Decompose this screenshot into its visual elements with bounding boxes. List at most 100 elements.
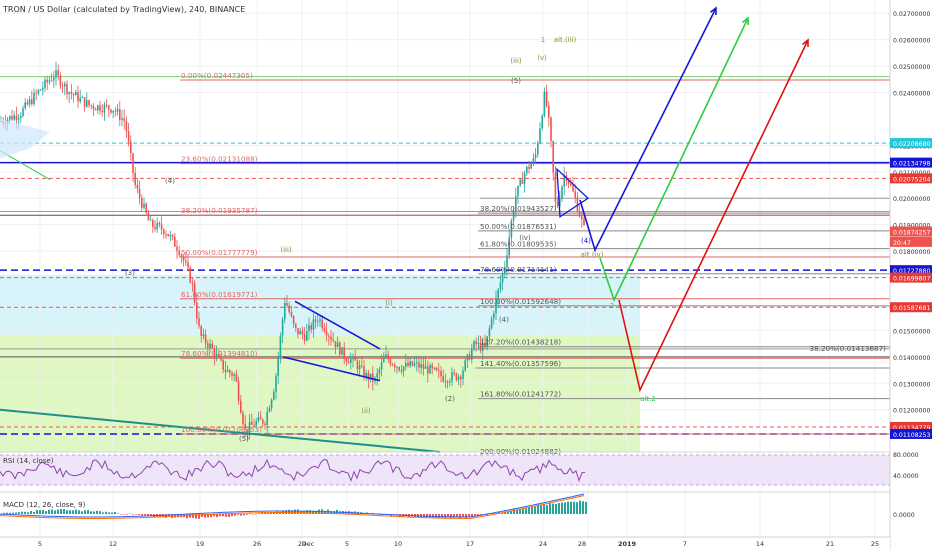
macd-bar bbox=[543, 504, 545, 514]
macd-bar bbox=[129, 513, 131, 514]
time-tick-label: 10 bbox=[394, 540, 402, 548]
candle-body bbox=[160, 224, 163, 230]
candle-body bbox=[515, 196, 517, 211]
macd-bar bbox=[540, 504, 542, 514]
candle-body bbox=[462, 370, 464, 379]
candle-body bbox=[416, 362, 418, 364]
candle-body bbox=[119, 109, 121, 120]
candle-body bbox=[42, 87, 44, 90]
candle-body bbox=[336, 342, 339, 348]
wave-label: (2) bbox=[445, 395, 455, 403]
candle-body bbox=[187, 262, 189, 268]
candle-body bbox=[570, 183, 572, 186]
candle-body bbox=[376, 373, 378, 378]
candle-body bbox=[39, 89, 42, 91]
price-flag bbox=[890, 138, 932, 149]
macd-bar bbox=[150, 514, 152, 516]
macd-bar bbox=[243, 514, 245, 516]
candle-body bbox=[64, 83, 66, 87]
candle-body bbox=[37, 90, 40, 94]
candle-body bbox=[479, 342, 482, 351]
wave-label: alt.(iv) bbox=[581, 251, 604, 259]
macd-bar bbox=[333, 511, 335, 514]
candle-body bbox=[295, 323, 297, 329]
candle-body bbox=[20, 115, 22, 119]
candle-body bbox=[493, 313, 495, 319]
macd-bar bbox=[444, 514, 446, 519]
time-tick-label: 26 bbox=[253, 540, 261, 548]
candle-body bbox=[171, 235, 174, 237]
candle-body bbox=[466, 354, 469, 361]
time-tick-label: 19 bbox=[196, 540, 204, 548]
fib-right-label: 200.00%(0.01024882) bbox=[480, 447, 561, 456]
candle-body bbox=[413, 363, 416, 366]
candle-body bbox=[81, 97, 84, 99]
candle-body bbox=[418, 362, 420, 368]
macd-bar bbox=[138, 514, 140, 515]
time-tick-label: 17 bbox=[466, 540, 474, 548]
fib-left-label: 0.00%(0.02447305) bbox=[181, 71, 253, 80]
green-zone-extra bbox=[0, 335, 640, 434]
price-flag-label: 0.01108253 bbox=[893, 432, 930, 439]
candle-body bbox=[554, 172, 557, 202]
candle-body bbox=[215, 354, 218, 358]
macd-bar bbox=[561, 502, 563, 514]
time-tick-label: 5 bbox=[38, 540, 42, 548]
candle-body bbox=[310, 325, 312, 330]
candle-body bbox=[550, 117, 552, 141]
candle-body bbox=[46, 79, 48, 83]
candle-body bbox=[301, 330, 304, 335]
candle-body bbox=[407, 362, 409, 366]
macd-bar bbox=[324, 510, 326, 514]
candle-body bbox=[229, 370, 231, 373]
candle-body bbox=[15, 115, 18, 120]
candle-body bbox=[314, 319, 317, 322]
macd-bar bbox=[81, 511, 83, 514]
candle-body bbox=[189, 267, 191, 283]
candle-body bbox=[147, 212, 150, 221]
macd-bar bbox=[204, 514, 206, 518]
time-axis[interactable] bbox=[0, 537, 890, 550]
candle-body bbox=[259, 417, 262, 420]
candle-body bbox=[134, 172, 136, 185]
macd-bar bbox=[558, 503, 560, 514]
candle-body bbox=[270, 399, 273, 409]
wave-label: (iv) bbox=[519, 234, 531, 242]
candle-body bbox=[352, 356, 354, 360]
macd-bar bbox=[261, 512, 263, 514]
price-flag bbox=[890, 157, 932, 168]
wave-label: alt.(iii) bbox=[554, 36, 577, 44]
candle-body bbox=[169, 235, 172, 237]
candle-body bbox=[541, 116, 543, 129]
price-flag-label: 0.01699807 bbox=[893, 276, 930, 283]
macd-bar bbox=[264, 512, 266, 514]
candle-body bbox=[163, 229, 165, 234]
candle-body bbox=[567, 180, 570, 184]
macd-bar bbox=[114, 511, 116, 514]
macd-bar bbox=[576, 502, 578, 514]
price-tick-label: 0.01500000 bbox=[893, 328, 930, 335]
candle-body bbox=[435, 367, 438, 371]
price-flag-label: 0.01587681 bbox=[893, 305, 930, 312]
wave-label: 2 bbox=[610, 302, 614, 310]
candle-body bbox=[444, 381, 447, 383]
candle-body bbox=[152, 220, 154, 227]
candle-body bbox=[48, 80, 51, 83]
macd-bar bbox=[75, 509, 77, 514]
candle-body bbox=[537, 142, 539, 155]
candle-body bbox=[108, 105, 110, 110]
candle-body bbox=[22, 108, 24, 116]
candle-body bbox=[578, 211, 581, 217]
time-tick-label: 2019 bbox=[618, 540, 637, 548]
candle-body bbox=[372, 373, 374, 382]
macd-bar bbox=[201, 514, 203, 517]
macd-bar bbox=[297, 509, 299, 514]
wave-label: (4) bbox=[581, 237, 591, 245]
candle-body bbox=[244, 424, 246, 429]
candle-body bbox=[33, 92, 35, 105]
candle-body bbox=[501, 273, 504, 283]
time-tick-label: 28 bbox=[578, 540, 586, 548]
macd-bar bbox=[255, 514, 257, 515]
fib-right-label: 100.00%(0.01592648) bbox=[480, 297, 561, 306]
